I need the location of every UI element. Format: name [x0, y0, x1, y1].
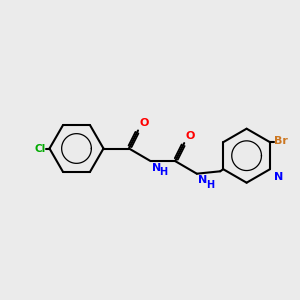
Text: N: N [152, 163, 161, 172]
Text: O: O [140, 118, 149, 128]
Text: O: O [186, 131, 195, 141]
Text: N: N [274, 172, 283, 182]
Text: H: H [206, 180, 214, 190]
Text: Cl: Cl [34, 143, 46, 154]
Text: Br: Br [274, 136, 287, 146]
Text: N: N [198, 175, 208, 185]
Text: H: H [160, 167, 168, 177]
